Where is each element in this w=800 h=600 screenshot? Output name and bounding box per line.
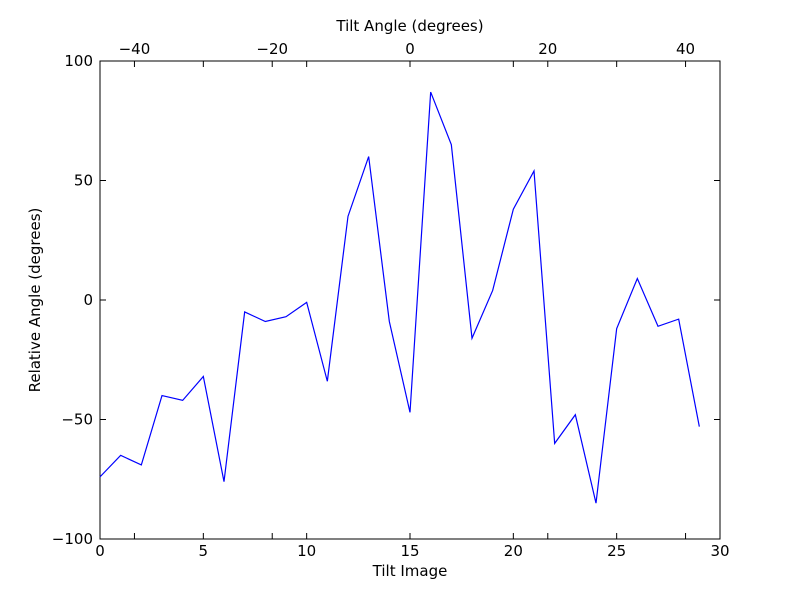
y-tick-label: −100 [52,530,93,548]
x2-tick-label: −20 [256,40,288,58]
axis-ticks [99,60,721,540]
y-axis-title: Relative Angle (degrees) [26,208,44,393]
x-tick-label: 25 [607,542,626,560]
plot-border [99,60,721,540]
x-tick-label: 20 [504,542,523,560]
plot-frame [99,60,721,540]
x-tick-label: 30 [710,542,729,560]
y-tick-label: 50 [74,172,93,190]
x-axis-title: Tilt Image [372,562,448,580]
x-tick-label: 0 [95,542,105,560]
x2-tick-label: 40 [676,40,695,58]
y-tick-label: −50 [61,411,93,429]
x-tick-label: 10 [297,542,316,560]
x-tick-label: 5 [199,542,209,560]
y-tick-label: 0 [83,291,93,309]
x-tick-label: 15 [400,542,419,560]
tick-labels: 0 5 10 15 20 25 30 −40 −20 0 20 40 −100 −50 0 50 100 [52,40,730,560]
series-line [99,91,700,504]
series-layer [99,91,700,504]
y-tick-label: 100 [64,52,93,70]
top-x-axis-title: Tilt Angle (degrees) [335,17,483,35]
x2-tick-label: 0 [405,40,415,58]
x2-tick-label: 20 [538,40,557,58]
x2-tick-label: −40 [119,40,151,58]
